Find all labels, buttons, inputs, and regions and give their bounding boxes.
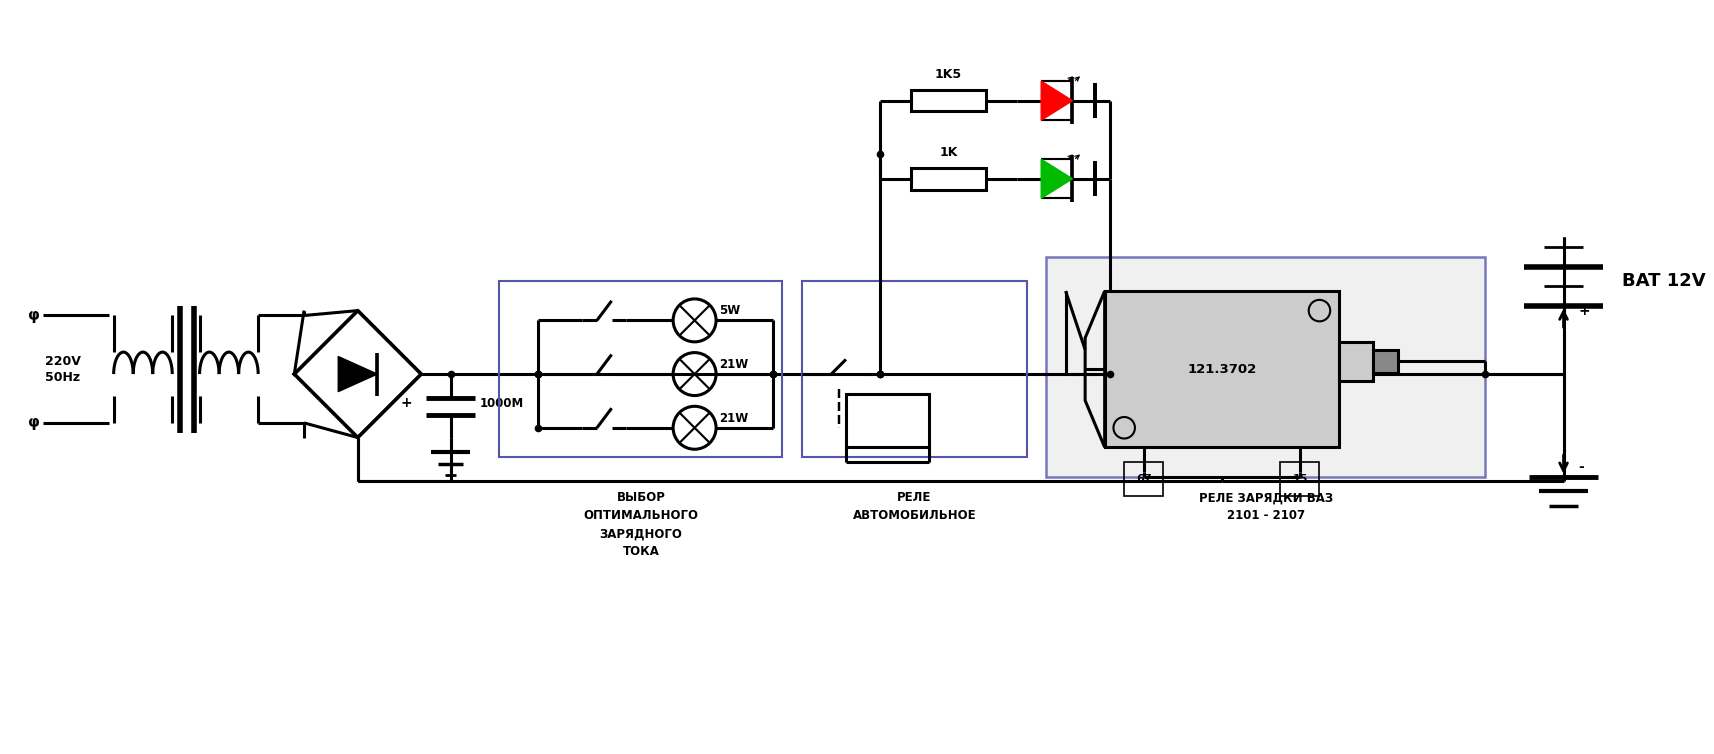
Text: φ: φ bbox=[27, 308, 39, 323]
Bar bbox=[1124, 462, 1164, 496]
Text: φ: φ bbox=[27, 415, 39, 431]
Bar bbox=[1373, 350, 1397, 373]
Text: 1K: 1K bbox=[939, 146, 958, 159]
Text: -: - bbox=[1579, 460, 1584, 474]
Bar bbox=[1280, 462, 1320, 496]
Bar bbox=[499, 281, 783, 457]
Text: 21W: 21W bbox=[718, 412, 749, 425]
Polygon shape bbox=[338, 357, 377, 391]
Polygon shape bbox=[1040, 81, 1073, 120]
Text: РЕЛЕ
АВТОМОБИЛЬНОЕ: РЕЛЕ АВТОМОБИЛЬНОЕ bbox=[852, 492, 975, 523]
Bar bbox=[802, 281, 1027, 457]
Text: +: + bbox=[401, 397, 413, 410]
Bar bbox=[1046, 257, 1486, 477]
Text: 67: 67 bbox=[1136, 474, 1152, 483]
Bar bbox=[910, 90, 986, 112]
Bar bbox=[1339, 342, 1373, 381]
Text: 121.3702: 121.3702 bbox=[1188, 363, 1256, 375]
Text: 5W: 5W bbox=[718, 304, 740, 317]
Text: 1000M: 1000M bbox=[480, 397, 524, 410]
Text: 21W: 21W bbox=[718, 358, 749, 371]
Bar bbox=[1104, 291, 1339, 447]
Text: 220V
50Hz: 220V 50Hz bbox=[45, 354, 81, 384]
Polygon shape bbox=[1040, 159, 1073, 198]
Text: РЕЛЕ ЗАРЯДКИ ВАЗ
2101 - 2107: РЕЛЕ ЗАРЯДКИ ВАЗ 2101 - 2107 bbox=[1198, 492, 1333, 523]
Bar bbox=[847, 394, 929, 447]
Bar bbox=[910, 168, 986, 189]
Text: 15: 15 bbox=[1292, 474, 1308, 483]
Text: ВЫБОР
ОПТИМАЛЬНОГО
ЗАРЯДНОГО
ТОКА: ВЫБОР ОПТИМАЛЬНОГО ЗАРЯДНОГО ТОКА bbox=[583, 492, 698, 558]
Text: BAT 12V: BAT 12V bbox=[1621, 272, 1705, 290]
Text: +: + bbox=[1579, 304, 1591, 317]
Text: 1K5: 1K5 bbox=[934, 68, 962, 81]
